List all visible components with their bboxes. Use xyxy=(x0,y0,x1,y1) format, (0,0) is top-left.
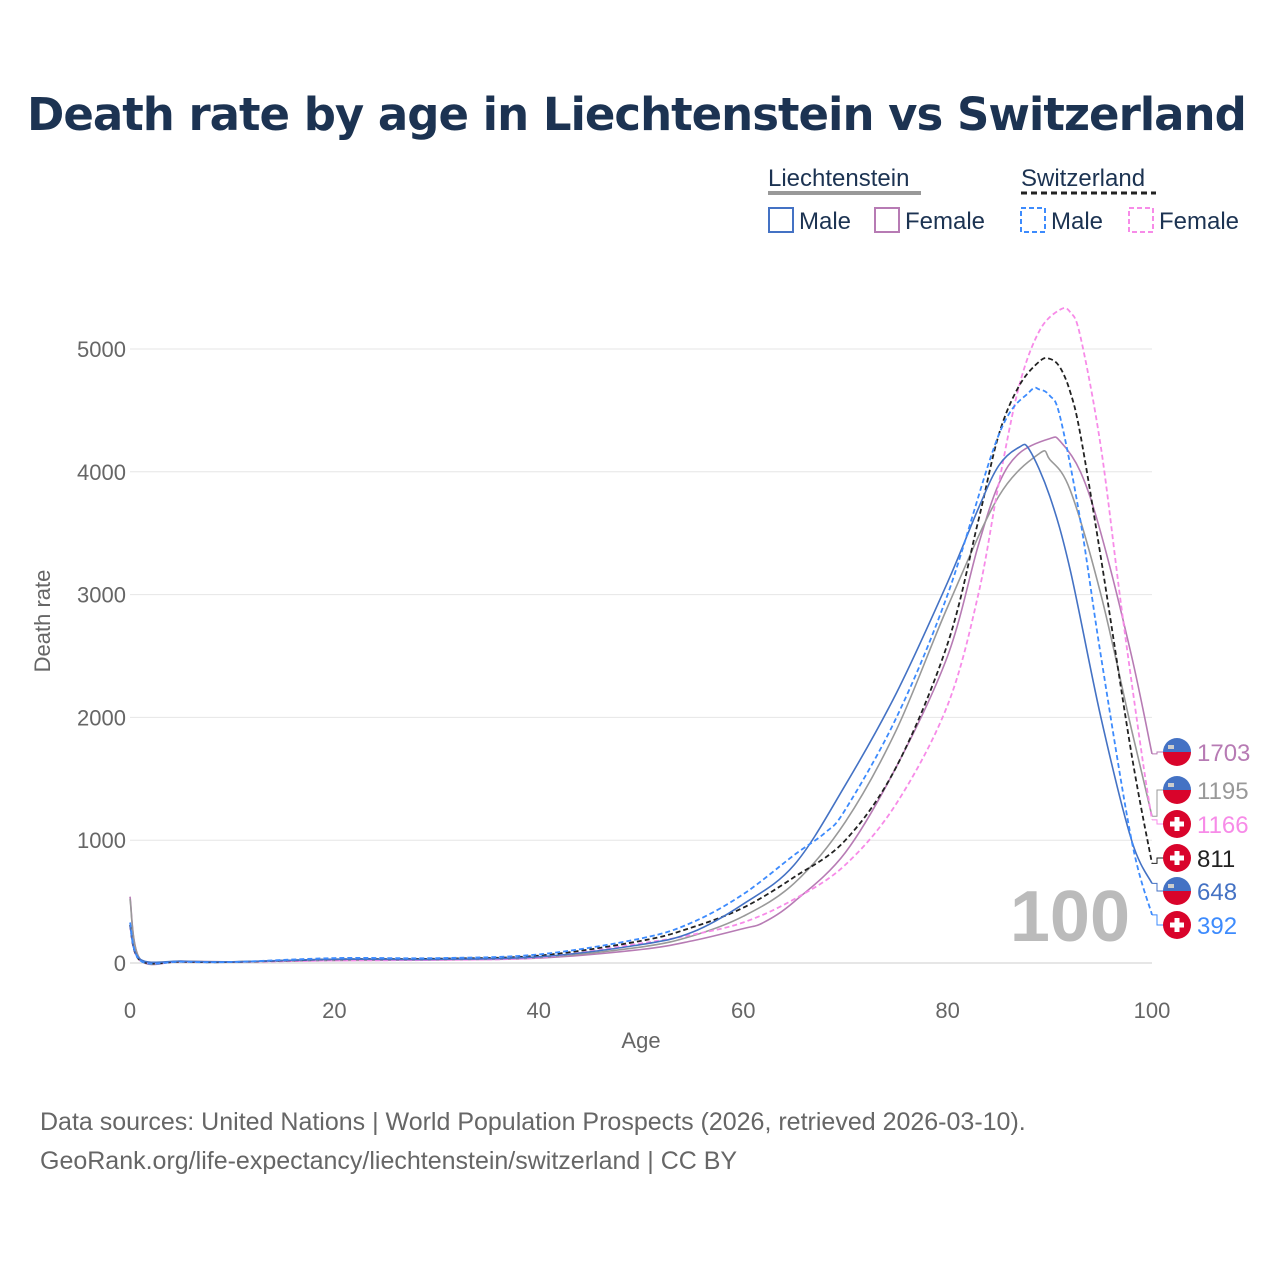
y-tick-label: 4000 xyxy=(77,460,126,485)
liechtenstein-flag-icon xyxy=(1163,877,1191,905)
legend-swatch[interactable] xyxy=(768,207,794,233)
series-line xyxy=(129,436,1153,966)
leader-line xyxy=(1152,751,1164,755)
legend-item-label[interactable]: Male xyxy=(1051,208,1103,235)
leader-line xyxy=(1152,882,1164,892)
y-tick-label: 0 xyxy=(114,951,126,976)
source-line-2: GeoRank.org/life-expectancy/liechtenstei… xyxy=(40,1147,738,1175)
chart-title: Death rate by age in Liechtenstein vs Sw… xyxy=(27,88,1247,141)
legend-group-liechtenstein: Liechtenstein xyxy=(768,165,909,192)
x-tick-label: 60 xyxy=(731,998,755,1023)
series-line xyxy=(129,386,1153,965)
x-tick-label: 20 xyxy=(322,998,346,1023)
y-tick-label: 3000 xyxy=(77,583,126,608)
legend-swatch[interactable] xyxy=(1128,207,1154,233)
legend-item-label[interactable]: Male xyxy=(799,208,851,235)
legend-swatch[interactable] xyxy=(874,207,900,233)
legend-item-label[interactable]: Female xyxy=(1159,208,1239,235)
series-line xyxy=(129,443,1153,964)
switzerland-flag-icon xyxy=(1163,810,1191,838)
switzerland-flag-icon xyxy=(1163,844,1191,872)
end-value-label: 392 xyxy=(1197,913,1237,940)
y-axis-label: Death rate xyxy=(30,570,55,673)
source-line-1: Data sources: United Nations | World Pop… xyxy=(40,1108,1026,1136)
leader-line xyxy=(1152,819,1164,825)
end-value-label: 1195 xyxy=(1197,778,1249,805)
x-tick-label: 0 xyxy=(124,998,136,1023)
legend-item-label[interactable]: Female xyxy=(905,208,985,235)
liechtenstein-flag-icon xyxy=(1163,738,1191,766)
leader-line xyxy=(1152,857,1164,864)
legend-swatch[interactable] xyxy=(1020,207,1046,233)
y-tick-label: 1000 xyxy=(77,828,126,853)
x-tick-label: 100 xyxy=(1134,998,1171,1023)
end-value-label: 1703 xyxy=(1197,740,1250,767)
legend-group-switzerland: Switzerland xyxy=(1021,165,1145,192)
end-value-label: 1166 xyxy=(1197,812,1249,839)
leader-line xyxy=(1152,789,1164,817)
series-line xyxy=(129,357,1153,965)
y-tick-label: 2000 xyxy=(77,705,126,730)
x-tick-label: 40 xyxy=(527,998,551,1023)
year-watermark: 100 xyxy=(1010,877,1130,957)
x-tick-label: 80 xyxy=(935,998,959,1023)
end-value-label: 648 xyxy=(1197,879,1237,906)
end-value-label: 811 xyxy=(1197,846,1235,873)
liechtenstein-flag-icon xyxy=(1163,776,1191,804)
x-axis-label: Age xyxy=(621,1028,660,1053)
leader-line xyxy=(1152,914,1164,926)
y-tick-label: 5000 xyxy=(77,337,126,362)
series-line xyxy=(129,307,1153,965)
series-line xyxy=(129,450,1153,966)
switzerland-flag-icon xyxy=(1163,911,1191,939)
